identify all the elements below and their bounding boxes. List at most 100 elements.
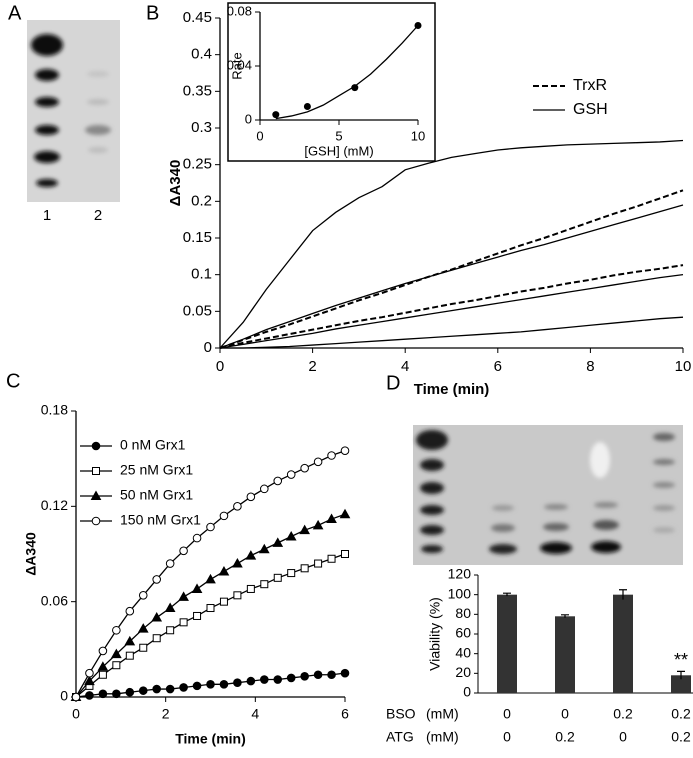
marker xyxy=(273,573,282,582)
marker xyxy=(313,457,323,467)
x-tick-label: 0 xyxy=(503,729,511,745)
y-tick-label: 0.18 xyxy=(41,402,68,418)
marker xyxy=(286,470,296,479)
marker xyxy=(85,668,94,678)
x-tick-label: 10 xyxy=(675,358,692,375)
legend-label: TrxR xyxy=(573,77,607,94)
marker xyxy=(258,543,270,554)
legend-marker xyxy=(91,441,101,451)
lane-label: 2 xyxy=(94,207,102,224)
x-tick-label: 0.2 xyxy=(671,729,691,745)
bar xyxy=(613,594,633,693)
marker xyxy=(245,550,257,560)
marker xyxy=(233,591,242,600)
x-axis-label: Time (min) xyxy=(414,381,490,398)
inset-frame xyxy=(227,2,436,162)
marker xyxy=(232,558,243,568)
x-tick-label: 0 xyxy=(619,729,627,745)
gel-image xyxy=(413,425,683,565)
row-label: BSO xyxy=(386,706,416,722)
marker xyxy=(273,675,283,684)
marker xyxy=(192,681,202,691)
y-axis-label: ΔA340 xyxy=(167,160,184,207)
marker xyxy=(98,670,107,679)
legend-marker xyxy=(92,467,100,475)
x-tick-label: 6 xyxy=(341,706,349,722)
marker xyxy=(206,679,215,689)
y-tick-label: 0 xyxy=(60,688,68,704)
panel-label: C xyxy=(6,370,20,392)
y-tick-label: 40 xyxy=(455,644,471,660)
marker xyxy=(178,591,189,601)
marker xyxy=(191,583,203,593)
panel-label: A xyxy=(8,2,22,24)
data-line xyxy=(219,264,684,349)
x-tick-label: 0 xyxy=(216,358,224,375)
y-tick-label: 80 xyxy=(455,605,471,621)
y-tick-label: 0 xyxy=(245,111,252,126)
data-line xyxy=(219,189,684,349)
data-line xyxy=(75,450,346,698)
y-tick-label: 60 xyxy=(455,625,471,641)
marker xyxy=(286,673,296,683)
lane-label: 1 xyxy=(43,207,51,224)
marker xyxy=(327,451,336,460)
marker xyxy=(312,519,324,530)
marker xyxy=(260,580,269,589)
marker xyxy=(246,676,256,686)
y-axis-label: Rate xyxy=(229,52,244,79)
marker xyxy=(206,522,215,532)
x-tick-label: 0.2 xyxy=(671,706,691,722)
x-tick-label: 0.2 xyxy=(555,729,575,745)
marker xyxy=(138,686,148,695)
marker xyxy=(340,668,350,678)
marker xyxy=(246,492,256,502)
marker xyxy=(179,683,188,692)
y-tick-label: 0.4 xyxy=(191,46,212,63)
data-line xyxy=(219,139,684,349)
marker xyxy=(341,550,349,558)
x-tick-label: 0 xyxy=(256,128,263,143)
legend-label: 50 nM Grx1 xyxy=(120,487,193,503)
marker xyxy=(339,508,351,519)
x-tick-label: 5 xyxy=(335,128,342,143)
y-tick-label: 0.35 xyxy=(183,82,212,99)
marker xyxy=(85,691,94,700)
marker xyxy=(314,559,323,568)
data-line xyxy=(219,204,684,349)
marker xyxy=(192,533,202,543)
row-unit: (mM) xyxy=(426,729,459,745)
error-bar xyxy=(619,589,627,600)
x-axis-label: [GSH] (mM) xyxy=(304,143,373,158)
marker xyxy=(112,661,121,670)
y-tick-label: 0.3 xyxy=(191,119,212,136)
x-tick-label: 6 xyxy=(494,358,502,375)
x-tick-label: 0.2 xyxy=(613,706,633,722)
marker xyxy=(125,651,134,660)
y-tick-label: 0.05 xyxy=(183,302,212,319)
x-tick-label: 0 xyxy=(72,706,80,722)
marker xyxy=(219,679,229,689)
y-axis-label: ΔA340 xyxy=(23,532,39,576)
x-tick-label: 10 xyxy=(411,128,425,143)
bar xyxy=(555,616,575,693)
marker xyxy=(300,564,309,573)
error-bar xyxy=(503,592,511,597)
marker xyxy=(165,684,175,694)
y-tick-label: 0.15 xyxy=(183,229,212,246)
x-axis-label: Time (min) xyxy=(175,731,246,747)
legend-label: 0 nM Grx1 xyxy=(120,437,186,453)
error-bar xyxy=(561,614,569,618)
y-tick-label: 0 xyxy=(204,339,212,356)
fit-line xyxy=(275,25,419,120)
legend-marker xyxy=(90,490,102,500)
y-tick-label: 20 xyxy=(455,664,471,680)
y-tick-label: 0.08 xyxy=(227,3,252,18)
marker xyxy=(124,635,136,646)
marker xyxy=(152,575,161,584)
marker xyxy=(326,513,337,524)
marker xyxy=(139,643,148,652)
marker xyxy=(112,625,121,635)
